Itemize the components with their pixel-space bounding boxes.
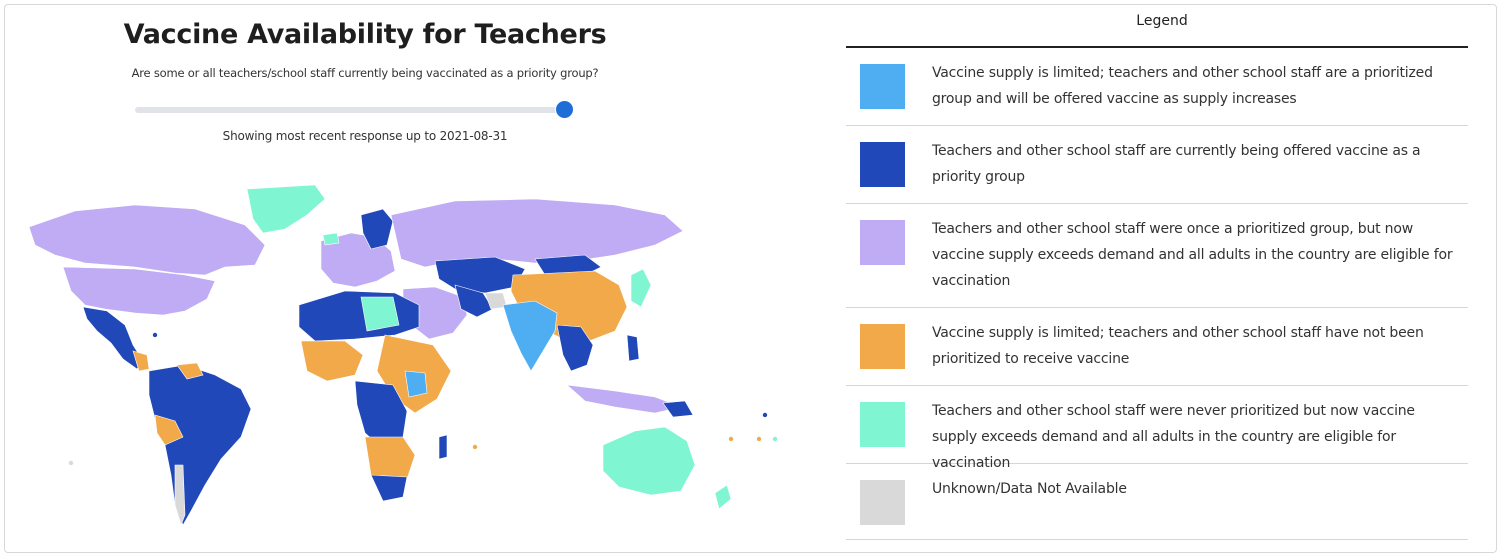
island-dot[interactable] bbox=[68, 460, 74, 466]
island-dot[interactable] bbox=[772, 436, 778, 442]
region-peru[interactable] bbox=[154, 414, 184, 446]
legend-label: Teachers and other school staff were onc… bbox=[932, 221, 1453, 289]
region-se-asia[interactable] bbox=[556, 324, 594, 372]
region-papua[interactable] bbox=[662, 400, 694, 418]
region-central-asia[interactable] bbox=[434, 256, 526, 294]
region-iceland[interactable] bbox=[322, 232, 340, 246]
legend-divider bbox=[846, 46, 1468, 48]
legend-swatch bbox=[860, 324, 905, 369]
legend-swatch bbox=[860, 402, 905, 447]
region-venezuela[interactable] bbox=[176, 362, 204, 380]
region-north-africa[interactable] bbox=[298, 290, 420, 342]
legend-label: Teachers and other school staff are curr… bbox=[932, 143, 1421, 185]
region-south-africa[interactable] bbox=[370, 474, 408, 502]
region-canada[interactable] bbox=[28, 204, 266, 276]
region-greenland[interactable] bbox=[246, 184, 326, 234]
region-usa[interactable] bbox=[62, 266, 216, 316]
legend-label: Unknown/Data Not Available bbox=[932, 481, 1127, 497]
legend-swatch bbox=[860, 142, 905, 187]
region-south-america[interactable] bbox=[148, 364, 252, 526]
showing-date-text: Showing most recent response up to 2021-… bbox=[222, 129, 508, 143]
region-scandinavia[interactable] bbox=[360, 208, 394, 250]
region-russia[interactable] bbox=[390, 198, 684, 268]
legend-swatch bbox=[860, 480, 905, 525]
slider-thumb[interactable] bbox=[556, 101, 573, 118]
region-madagascar[interactable] bbox=[438, 434, 448, 460]
legend-item: Teachers and other school staff are curr… bbox=[846, 126, 1468, 204]
region-iran[interactable] bbox=[454, 284, 494, 318]
chart-subtitle: Are some or all teachers/school staff cu… bbox=[131, 66, 599, 80]
legend-title: Legend bbox=[1136, 13, 1188, 29]
region-philippines[interactable] bbox=[626, 334, 640, 362]
legend-swatch bbox=[860, 64, 905, 109]
legend-item: Vaccine supply is limited; teachers and … bbox=[846, 48, 1468, 126]
region-indonesia[interactable] bbox=[566, 384, 683, 414]
legend-item: Unknown/Data Not Available bbox=[846, 464, 1468, 540]
legend-swatch bbox=[860, 220, 905, 265]
region-japan[interactable] bbox=[630, 268, 652, 308]
region-australia[interactable] bbox=[602, 426, 696, 496]
legend-list: Vaccine supply is limited; teachers and … bbox=[846, 48, 1468, 540]
legend-item: Vaccine supply is limited; teachers and … bbox=[846, 308, 1468, 386]
map-panel: Vaccine Availability for Teachers Are so… bbox=[15, 5, 835, 554]
slider-track[interactable] bbox=[135, 107, 565, 113]
legend-item: Teachers and other school staff were nev… bbox=[846, 386, 1468, 471]
region-libya-egypt[interactable] bbox=[360, 296, 400, 332]
region-central-america-south[interactable] bbox=[132, 350, 150, 372]
legend-panel: Legend Vaccine supply is limited; teache… bbox=[846, 5, 1491, 554]
legend-label: Teachers and other school staff were nev… bbox=[932, 403, 1415, 471]
legend-item: Teachers and other school staff were onc… bbox=[846, 204, 1468, 308]
chart-title: Vaccine Availability for Teachers bbox=[123, 19, 607, 50]
legend-label: Vaccine supply is limited; teachers and … bbox=[932, 65, 1433, 107]
island-dot[interactable] bbox=[472, 444, 478, 450]
island-dot[interactable] bbox=[728, 436, 734, 442]
island-dot[interactable] bbox=[152, 332, 158, 338]
region-india[interactable] bbox=[502, 300, 558, 372]
island-dot[interactable] bbox=[756, 436, 762, 442]
region-new-zealand[interactable] bbox=[714, 484, 732, 510]
date-slider[interactable] bbox=[135, 101, 575, 119]
region-mexico[interactable] bbox=[82, 306, 144, 370]
legend-label: Vaccine supply is limited; teachers and … bbox=[932, 325, 1424, 367]
vaccine-map-widget: Vaccine Availability for Teachers Are so… bbox=[4, 4, 1497, 553]
region-kenya[interactable] bbox=[404, 370, 428, 398]
world-map[interactable] bbox=[15, 175, 835, 545]
island-dot[interactable] bbox=[762, 412, 768, 418]
region-west-africa[interactable] bbox=[300, 340, 364, 382]
region-argentina-chile[interactable] bbox=[174, 464, 186, 526]
